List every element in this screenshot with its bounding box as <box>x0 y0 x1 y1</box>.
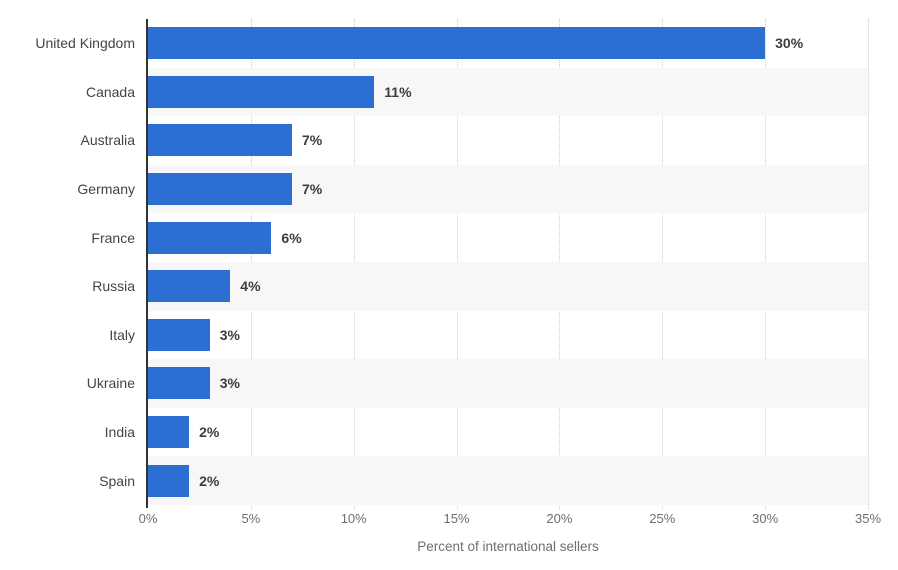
chart-row: 30% <box>148 19 868 68</box>
chart-row: 2% <box>148 456 868 505</box>
chart-row: 6% <box>148 213 868 262</box>
x-axis-title: Percent of international sellers <box>417 539 599 554</box>
bar-russia[interactable] <box>148 270 231 303</box>
x-tick-label: 0% <box>138 511 158 526</box>
chart-row: 3% <box>148 311 868 360</box>
bar-united-kingdom[interactable] <box>148 27 766 60</box>
category-label: France <box>91 229 135 246</box>
chart-row: 2% <box>148 408 868 457</box>
y-axis-line <box>146 19 148 508</box>
category-label: Spain <box>99 472 135 489</box>
category-label: Germany <box>77 181 135 198</box>
category-label: Canada <box>85 83 135 100</box>
bar-india[interactable] <box>148 416 190 449</box>
bar-ukraine[interactable] <box>148 367 210 400</box>
chart-row: 7% <box>148 116 868 165</box>
chart-row: 11% <box>148 67 868 117</box>
value-label: 30% <box>775 35 804 52</box>
x-tick-label: 35% <box>854 511 882 526</box>
bar-germany[interactable] <box>148 173 292 206</box>
category-label: Italy <box>109 326 135 343</box>
value-label: 2% <box>199 472 220 489</box>
x-tick-label: 10% <box>340 511 367 526</box>
value-label: 3% <box>219 375 240 392</box>
bar-spain[interactable] <box>148 464 190 497</box>
x-tick-label: 20% <box>546 511 573 526</box>
category-label: United Kingdom <box>35 35 135 52</box>
x-tick-label: 25% <box>649 511 676 526</box>
bar-france[interactable] <box>148 221 272 254</box>
x-tick-label: 5% <box>241 511 261 526</box>
category-label: Australia <box>80 132 135 149</box>
gridline-35 <box>868 19 869 509</box>
value-label: 7% <box>302 132 323 149</box>
x-tick-label: 15% <box>443 511 470 526</box>
value-label: 2% <box>199 424 220 441</box>
bar-italy[interactable] <box>148 318 210 351</box>
category-label: Ukraine <box>86 375 135 392</box>
value-label: 3% <box>219 326 240 343</box>
value-label: 6% <box>281 229 302 246</box>
value-label: 11% <box>384 83 412 100</box>
plot-area: 30% 11% 7% 7% 6% 4% 3% 3% 2% 2% <box>146 19 869 509</box>
chart-row: 4% <box>148 261 868 311</box>
category-label: Russia <box>92 278 135 295</box>
category-axis: United Kingdom Canada Australia Germany Fran… <box>0 19 148 505</box>
x-axis: 0% 5% 10% 15% 20% 25% 30% 35% <box>139 511 881 531</box>
bar-canada[interactable] <box>148 75 375 108</box>
x-tick-label: 30% <box>752 511 779 526</box>
category-label: India <box>104 424 135 441</box>
bar-australia[interactable] <box>148 124 292 157</box>
value-label: 7% <box>302 181 323 198</box>
chart-row: 3% <box>148 359 868 408</box>
value-label: 4% <box>240 278 261 295</box>
chart-row: 7% <box>148 164 868 214</box>
